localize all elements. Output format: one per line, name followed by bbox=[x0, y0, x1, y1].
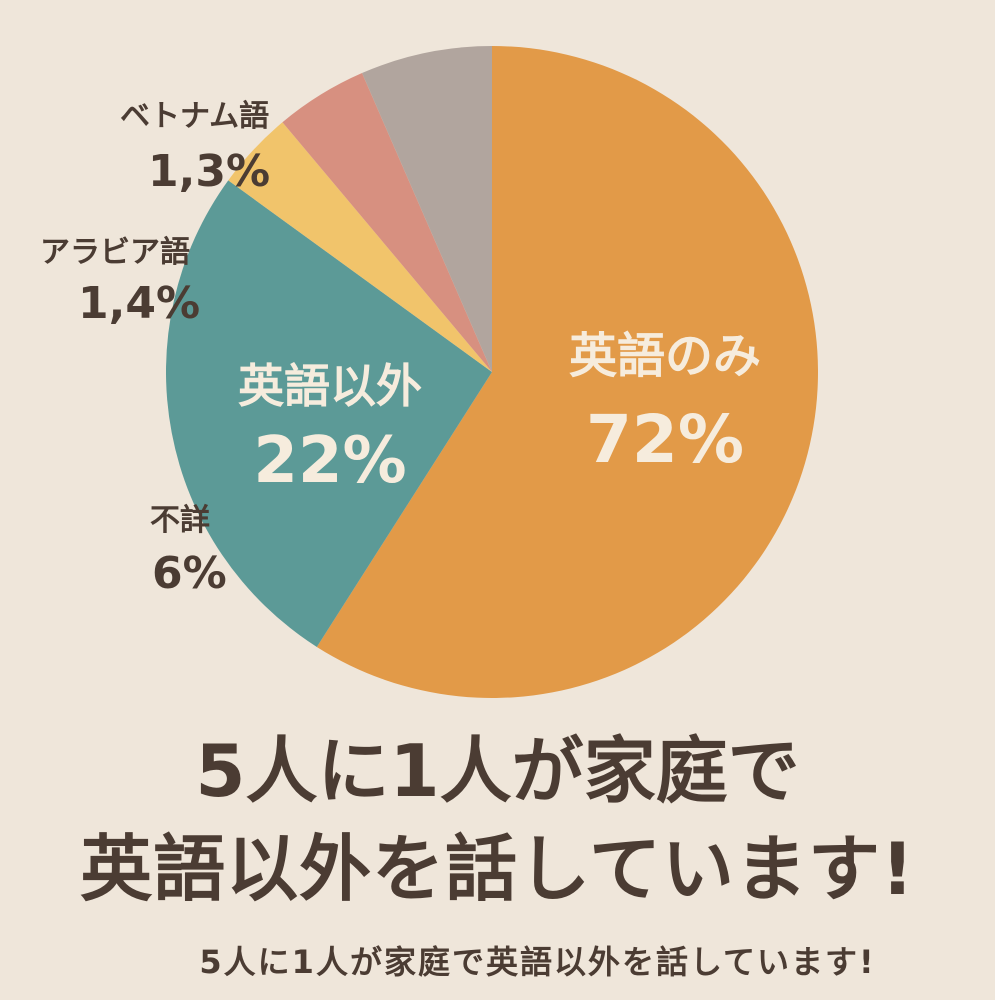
headline-line-2: 英語以外を話しています! bbox=[80, 827, 915, 911]
pie-slice-non-english bbox=[165, 180, 492, 647]
slice-label-english-only: 英語のみ bbox=[569, 328, 761, 384]
pie-slices bbox=[165, 46, 818, 698]
slice-value-unknown: 6% bbox=[152, 548, 227, 599]
slice-value-vietnamese: 1,3% bbox=[148, 146, 270, 197]
slice-value-english-only: 72% bbox=[586, 401, 744, 478]
slice-label-vietnamese: ベトナム語 bbox=[120, 99, 269, 134]
headline-line-1: 5人に1人が家庭で bbox=[195, 729, 800, 813]
pie-slice-arabic bbox=[228, 122, 493, 373]
subtitle: 5人に1人が家庭で英語以外を話しています! bbox=[199, 943, 876, 981]
slice-value-non-english: 22% bbox=[253, 424, 406, 498]
pie-labels: 英語のみ 72% 英語以外 22% アラビア語 1,4% ベトナム語 1,3% 不詳 6% bbox=[40, 99, 761, 599]
slice-label-arabic: アラビア語 bbox=[40, 235, 190, 270]
pie-slice-vietnamese bbox=[282, 73, 492, 372]
slice-label-unknown: 不詳 bbox=[150, 503, 210, 538]
pie-slice-english-only bbox=[316, 46, 818, 698]
pie-slice-unknown bbox=[362, 46, 492, 372]
slice-value-arabic: 1,4% bbox=[78, 278, 200, 329]
pie-chart: 英語のみ 72% 英語以外 22% アラビア語 1,4% ベトナム語 1,3% 不詳 6% bbox=[40, 46, 818, 698]
slice-label-non-english: 英語以外 bbox=[238, 359, 422, 413]
